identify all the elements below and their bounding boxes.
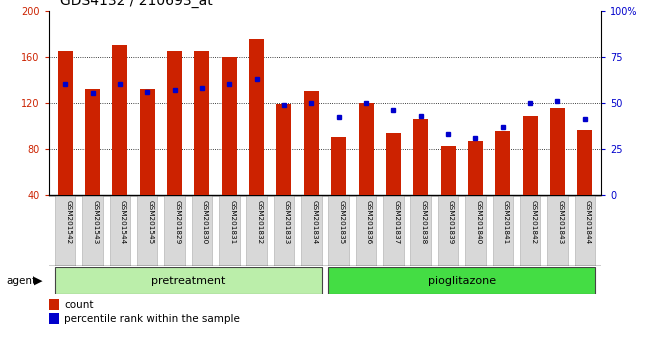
FancyBboxPatch shape xyxy=(246,195,267,266)
FancyBboxPatch shape xyxy=(438,195,458,266)
Bar xyxy=(331,137,346,195)
FancyBboxPatch shape xyxy=(110,195,130,266)
FancyBboxPatch shape xyxy=(328,267,595,294)
Text: GSM201836: GSM201836 xyxy=(366,200,372,244)
FancyBboxPatch shape xyxy=(274,195,294,266)
Text: GSM201838: GSM201838 xyxy=(421,200,427,244)
Bar xyxy=(85,89,100,195)
FancyBboxPatch shape xyxy=(465,195,486,266)
Text: GDS4132 / 210693_at: GDS4132 / 210693_at xyxy=(60,0,213,8)
Bar xyxy=(249,39,264,195)
Bar xyxy=(222,57,237,195)
Bar xyxy=(495,131,510,195)
Text: GSM201543: GSM201543 xyxy=(92,200,99,244)
Bar xyxy=(194,51,209,195)
Text: GSM201831: GSM201831 xyxy=(229,200,235,244)
FancyBboxPatch shape xyxy=(520,195,540,266)
FancyBboxPatch shape xyxy=(55,267,322,294)
Bar xyxy=(359,103,374,195)
Text: pretreatment: pretreatment xyxy=(151,275,226,286)
Bar xyxy=(58,51,73,195)
Text: GSM201839: GSM201839 xyxy=(448,200,454,244)
Bar xyxy=(49,299,58,310)
Text: GSM201840: GSM201840 xyxy=(475,200,482,244)
Text: GSM201834: GSM201834 xyxy=(311,200,317,244)
Text: GSM201830: GSM201830 xyxy=(202,200,208,244)
FancyBboxPatch shape xyxy=(547,195,567,266)
Text: GSM201542: GSM201542 xyxy=(65,200,71,244)
Text: GSM201844: GSM201844 xyxy=(585,200,591,244)
FancyBboxPatch shape xyxy=(383,195,404,266)
Bar xyxy=(304,91,319,195)
Bar xyxy=(167,51,182,195)
FancyBboxPatch shape xyxy=(493,195,513,266)
Bar xyxy=(276,104,291,195)
FancyBboxPatch shape xyxy=(83,195,103,266)
FancyBboxPatch shape xyxy=(575,195,595,266)
Bar xyxy=(550,108,565,195)
Bar xyxy=(413,119,428,195)
Text: GSM201545: GSM201545 xyxy=(147,200,153,244)
Text: GSM201841: GSM201841 xyxy=(503,200,509,244)
Text: GSM201829: GSM201829 xyxy=(175,200,181,244)
Text: pioglitazone: pioglitazone xyxy=(428,275,496,286)
Bar xyxy=(468,141,483,195)
Bar xyxy=(441,147,456,195)
FancyBboxPatch shape xyxy=(301,195,322,266)
Bar xyxy=(140,89,155,195)
Text: agent: agent xyxy=(6,275,36,286)
Bar xyxy=(112,45,127,195)
Text: ▶: ▶ xyxy=(34,275,43,286)
Text: GSM201832: GSM201832 xyxy=(257,200,263,244)
FancyBboxPatch shape xyxy=(137,195,157,266)
Text: GSM201833: GSM201833 xyxy=(284,200,290,244)
Text: GSM201843: GSM201843 xyxy=(558,200,564,244)
Bar xyxy=(386,133,401,195)
Bar xyxy=(523,116,538,195)
FancyBboxPatch shape xyxy=(410,195,431,266)
Bar xyxy=(577,130,592,195)
Text: percentile rank within the sample: percentile rank within the sample xyxy=(64,314,240,324)
Text: GSM201835: GSM201835 xyxy=(339,200,345,244)
Text: GSM201837: GSM201837 xyxy=(393,200,399,244)
FancyBboxPatch shape xyxy=(219,195,240,266)
FancyBboxPatch shape xyxy=(356,195,376,266)
FancyBboxPatch shape xyxy=(328,195,349,266)
Text: GSM201544: GSM201544 xyxy=(120,200,126,244)
FancyBboxPatch shape xyxy=(192,195,212,266)
Bar xyxy=(49,313,58,324)
Text: count: count xyxy=(64,299,94,309)
Text: GSM201842: GSM201842 xyxy=(530,200,536,244)
FancyBboxPatch shape xyxy=(55,195,75,266)
FancyBboxPatch shape xyxy=(164,195,185,266)
